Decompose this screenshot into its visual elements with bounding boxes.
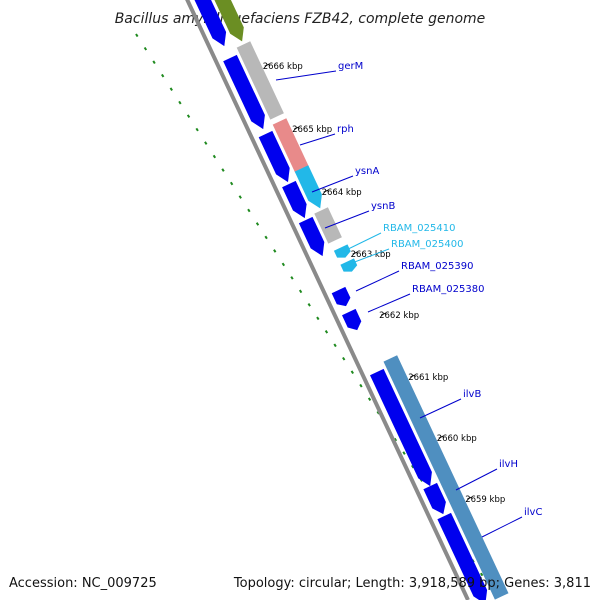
label-leader-line — [455, 468, 498, 491]
tick-label: 2666 kbp — [263, 62, 303, 72]
tick-mark — [323, 189, 329, 193]
tick-mark — [293, 126, 299, 130]
gene-ysnA — [282, 180, 307, 219]
gene-features — [194, 0, 509, 600]
tick-mark — [409, 374, 415, 378]
gene-ysnB — [298, 216, 325, 257]
gene-label-ysnA: ysnA — [355, 166, 379, 177]
tick-label: 2661 kbp — [408, 373, 448, 383]
tick-label: 2659 kbp — [465, 495, 505, 505]
gene-olive-top — [214, 0, 244, 42]
gene-ilvH — [423, 482, 446, 515]
gene-red — [272, 118, 309, 173]
gene-label-rph: rph — [337, 124, 354, 135]
label-leader-line — [343, 248, 390, 267]
label-leader-line — [419, 398, 462, 419]
tick-mark — [352, 251, 358, 255]
gene-label-ilvH: ilvH — [499, 459, 518, 470]
gene-label-RBAM_025380: RBAM_025380 — [412, 284, 484, 295]
map-title: Bacillus amyloliquefaciens FZB42, comple… — [115, 11, 486, 27]
gene-RBAM_025410 — [333, 244, 351, 258]
gene-cyan — [294, 165, 322, 209]
label-leader-line — [355, 270, 400, 292]
gene-gerM — [223, 54, 265, 130]
gene-rph — [258, 130, 290, 183]
tick-mark — [438, 435, 444, 439]
gene-block-top — [194, 0, 227, 47]
gene-RBAM_025400 — [340, 258, 358, 272]
gene-gray-2 — [314, 207, 342, 244]
tick-label: 2660 kbp — [437, 434, 477, 444]
tick-mark — [380, 312, 386, 316]
gene-label-ilvB: ilvB — [463, 389, 481, 400]
gene-label-RBAM_025410: RBAM_025410 — [383, 223, 455, 234]
tick-label: 2664 kbp — [322, 188, 362, 198]
tick-label: 2662 kbp — [379, 311, 419, 321]
label-leader-line — [275, 70, 337, 81]
genome-summary-text: Topology: circular; Length: 3,918,589 bp… — [233, 576, 591, 591]
gc-content-dots — [135, 33, 499, 600]
gene-ilvC — [437, 512, 488, 600]
label-leader-line — [299, 133, 336, 146]
scale-ticks: 2666 kbp 2665 kbp 2664 kbp 2663 kbp 2662 kbp… — [263, 62, 506, 505]
genome-backbone — [185, 0, 470, 600]
gene-RBAM_025390 — [331, 286, 351, 307]
accession-text: Accession: NC_009725 — [9, 576, 157, 591]
gene-labels: gerM rph ysnA ysnB RBAM_025410 RBAM_025400 RBA… — [275, 61, 542, 538]
tick-label: 2663 kbp — [351, 250, 391, 260]
label-leader-line — [481, 516, 523, 538]
tick-mark — [466, 496, 472, 500]
label-leader-line — [337, 232, 382, 255]
gene-label-gerM: gerM — [338, 61, 363, 72]
gene-label-ysnB: ysnB — [371, 201, 395, 212]
gene-label-RBAM_025400: RBAM_025400 — [391, 239, 463, 250]
label-leader-line — [311, 175, 354, 193]
gene-label-ilvC: ilvC — [524, 507, 542, 518]
label-leader-line — [367, 293, 411, 313]
tick-mark — [264, 63, 270, 67]
gene-ilvB — [370, 368, 432, 487]
tick-label: 2665 kbp — [292, 125, 332, 135]
gene-ilv-operon — [383, 355, 509, 600]
gene-RBAM_025380 — [342, 308, 362, 331]
gene-label-RBAM_025390: RBAM_025390 — [401, 261, 473, 272]
gene-gray-1 — [236, 41, 284, 120]
label-leader-line — [324, 210, 370, 229]
